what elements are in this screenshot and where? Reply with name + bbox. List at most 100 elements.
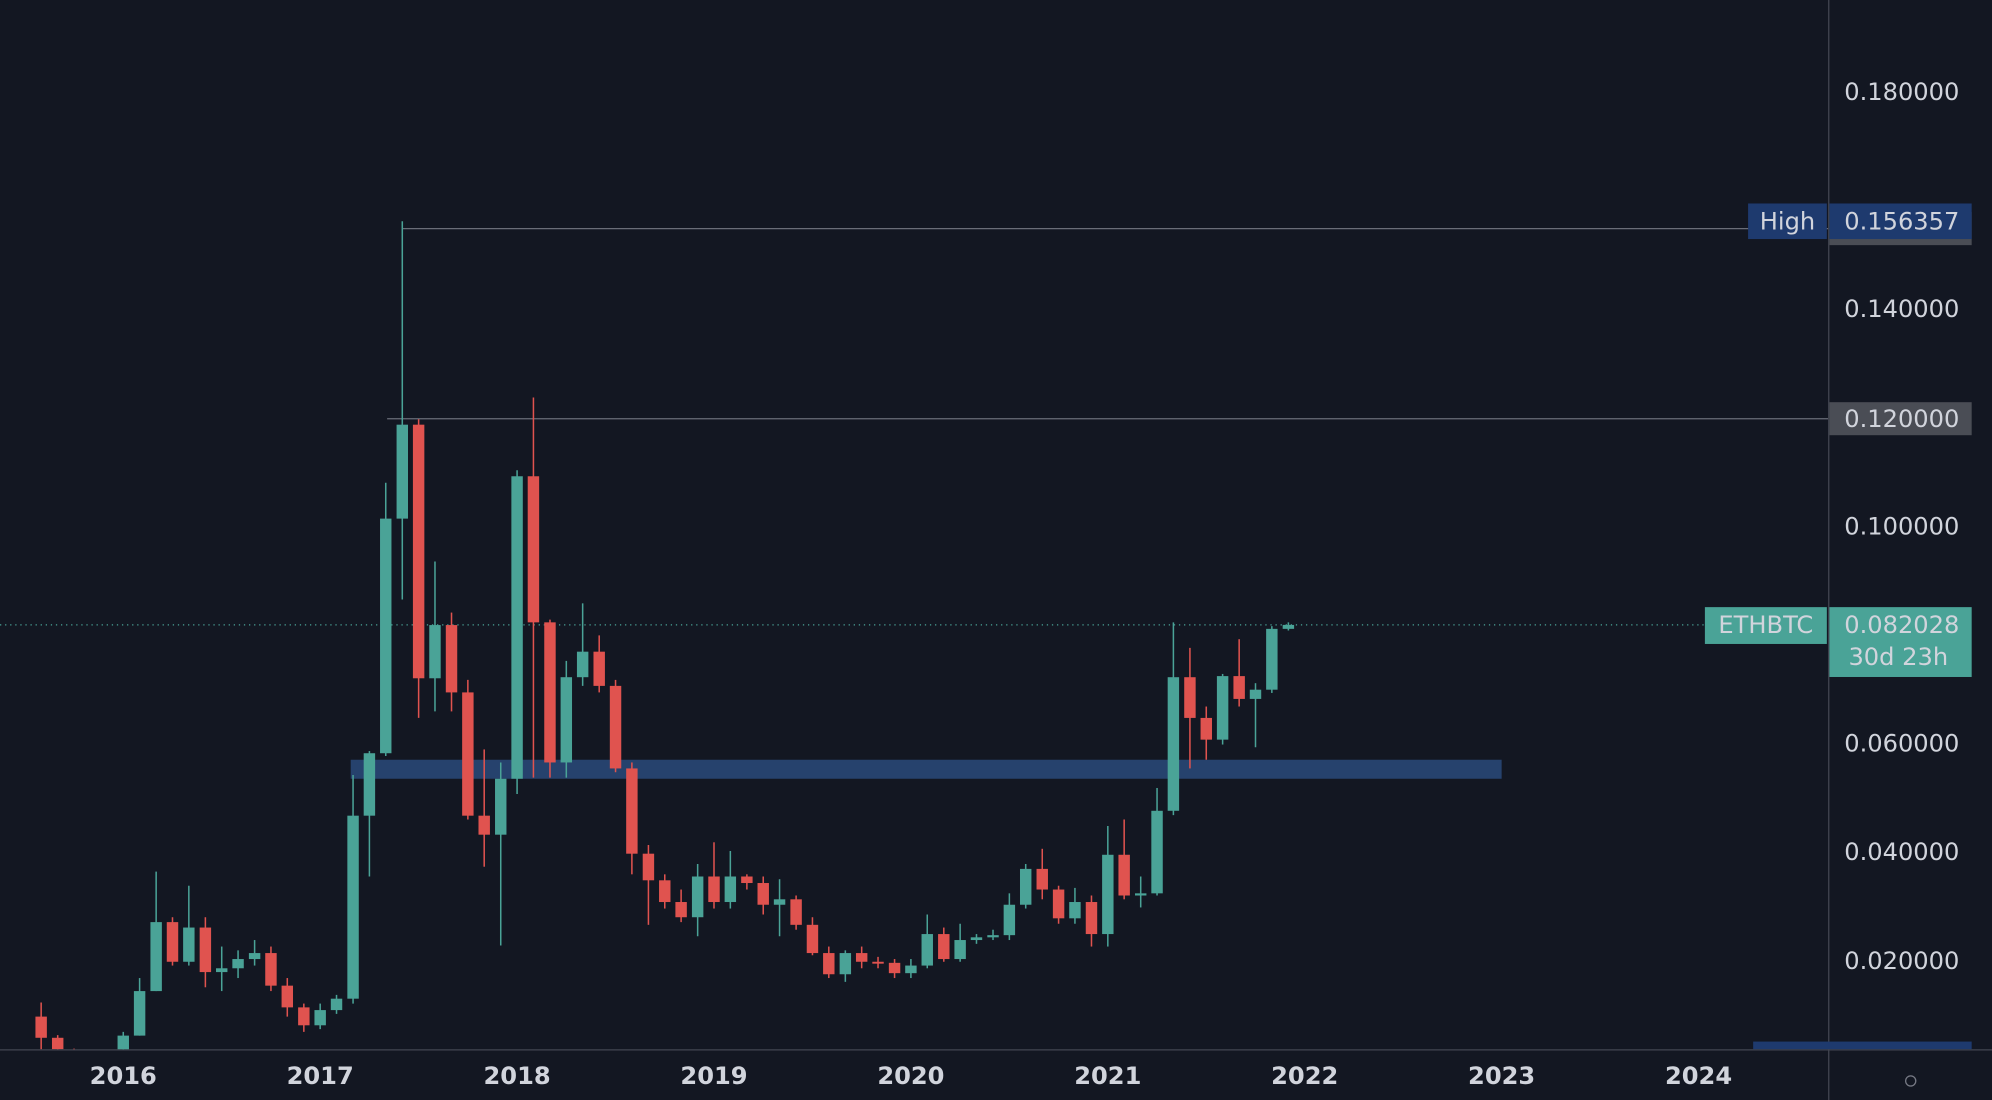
candle-body [757,883,769,905]
candle-body [609,685,622,769]
candle-body [1184,677,1196,718]
candle-body [724,876,737,903]
level-price-box [1829,402,1972,436]
support-zone [350,759,1502,779]
candle-body [1167,677,1180,811]
level-price-label: 0.120000 [1844,405,1959,433]
candle-body [363,753,376,816]
candle-body [970,937,983,941]
candle-body [1249,689,1262,699]
candle-body [544,622,556,763]
candle-body [691,876,704,918]
x-tick-label: 2022 [1271,1062,1338,1090]
candle-body [347,815,359,999]
candle-body [183,927,195,962]
y-tick-label: 0.040000 [1844,838,1959,866]
candle-body [150,922,162,992]
y-tick-label: 0.100000 [1844,512,1959,540]
candle-body [1069,902,1081,919]
high-tag: High [1760,208,1815,236]
candle-body [938,934,950,960]
candle-body [216,968,228,973]
candle-body [1233,676,1245,699]
candle-body [806,924,819,954]
x-tick-label: 2020 [877,1062,944,1090]
candle-body [265,953,277,986]
y-tick-label: 0.020000 [1844,947,1959,975]
candle-body [429,625,441,679]
candle-body [855,953,868,962]
candle-body [888,962,901,974]
candle-body [905,965,917,974]
candle-body [199,927,212,973]
candle-body [1003,904,1016,936]
candle-body [478,815,490,835]
candle-body [839,953,852,975]
y-tick-label: 0.140000 [1844,295,1959,323]
x-tick-label: 2017 [287,1062,354,1090]
candle-body [1282,624,1295,629]
countdown: 30d 23h [1848,643,1948,671]
x-tick-label: 2024 [1665,1062,1732,1090]
candle-body [987,935,999,938]
candle-body [380,518,392,754]
candle-body [330,998,343,1011]
candle-body [593,651,605,686]
last-price: 0.082028 [1844,611,1959,639]
candle-body [133,991,146,1036]
candle-body [462,692,474,816]
high-price-box [1829,203,1972,240]
candle-body [790,899,802,925]
high-tag-box [1748,203,1827,240]
candle-body [1118,854,1130,896]
candle-body [1151,810,1163,894]
candle-body [1134,893,1147,896]
x-tick-label: 2019 [680,1062,747,1090]
symbol-box [1704,607,1827,644]
candle-body [396,424,409,519]
y-tick-label: 0.060000 [1844,730,1959,758]
candle-body [232,959,244,969]
candle-body [527,476,540,623]
candle-body [1085,902,1098,935]
candle-body [1019,868,1032,905]
candle-body [560,677,573,763]
candle-body [954,940,966,960]
icon-circle [1904,1075,1917,1087]
candle-body [445,625,458,693]
candle-body [1102,854,1114,935]
candle-body [708,876,720,903]
candle-body [281,985,294,1008]
candle-body [675,902,687,918]
x-tick-label: 2023 [1468,1062,1535,1090]
candle-body [248,953,261,960]
candle-body [511,476,523,779]
symbol-label: ETHBTC [1718,611,1813,639]
candle-body [1266,628,1278,690]
candle-body [872,961,884,964]
settings-icon[interactable] [1904,1075,1917,1087]
candle-body [166,922,179,962]
candle-body [741,876,753,884]
candle-body [1036,868,1048,890]
candle-body [1052,889,1065,919]
candle-body [495,778,507,835]
candle-body [412,424,425,679]
x-tick-label: 2018 [484,1062,551,1090]
last-price-box [1829,607,1972,677]
x-tick-label: 2021 [1074,1062,1141,1090]
candle-body [314,1010,326,1026]
candle-body [35,1016,47,1038]
candle-body [298,1007,310,1026]
candle-body [576,651,589,678]
y-tick-label: 0.180000 [1844,78,1959,106]
candle-body [773,899,786,905]
candle-body [51,1037,64,1050]
candle-body [1216,676,1229,740]
zone-edge [1753,1041,1972,1050]
high-price: 0.156357 [1844,208,1959,236]
candle-body [659,880,671,903]
